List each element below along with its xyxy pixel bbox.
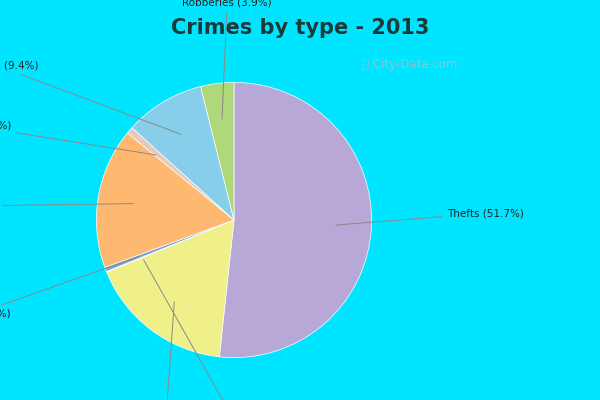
Wedge shape [105,220,234,272]
Text: Auto thefts (16.5%): Auto thefts (16.5%) [0,201,134,211]
Text: Rapes (0.8%): Rapes (0.8%) [0,122,156,155]
Text: Burglaries (17.1%): Burglaries (17.1%) [117,302,215,400]
Text: ⓘ City-Data.com: ⓘ City-Data.com [362,58,457,71]
Text: Arson (0.5%): Arson (0.5%) [0,256,139,318]
Wedge shape [200,82,234,220]
Text: Assaults (9.4%): Assaults (9.4%) [0,61,181,134]
Text: Robberies (3.9%): Robberies (3.9%) [182,0,272,119]
Wedge shape [106,220,234,272]
Text: Thefts (51.7%): Thefts (51.7%) [335,208,524,225]
Wedge shape [220,82,371,358]
Wedge shape [97,133,234,268]
Wedge shape [132,86,234,220]
Wedge shape [127,128,234,220]
Text: Crimes by type - 2013: Crimes by type - 2013 [171,18,429,38]
Text: Murders (0.1%): Murders (0.1%) [143,260,295,400]
Wedge shape [107,220,234,357]
